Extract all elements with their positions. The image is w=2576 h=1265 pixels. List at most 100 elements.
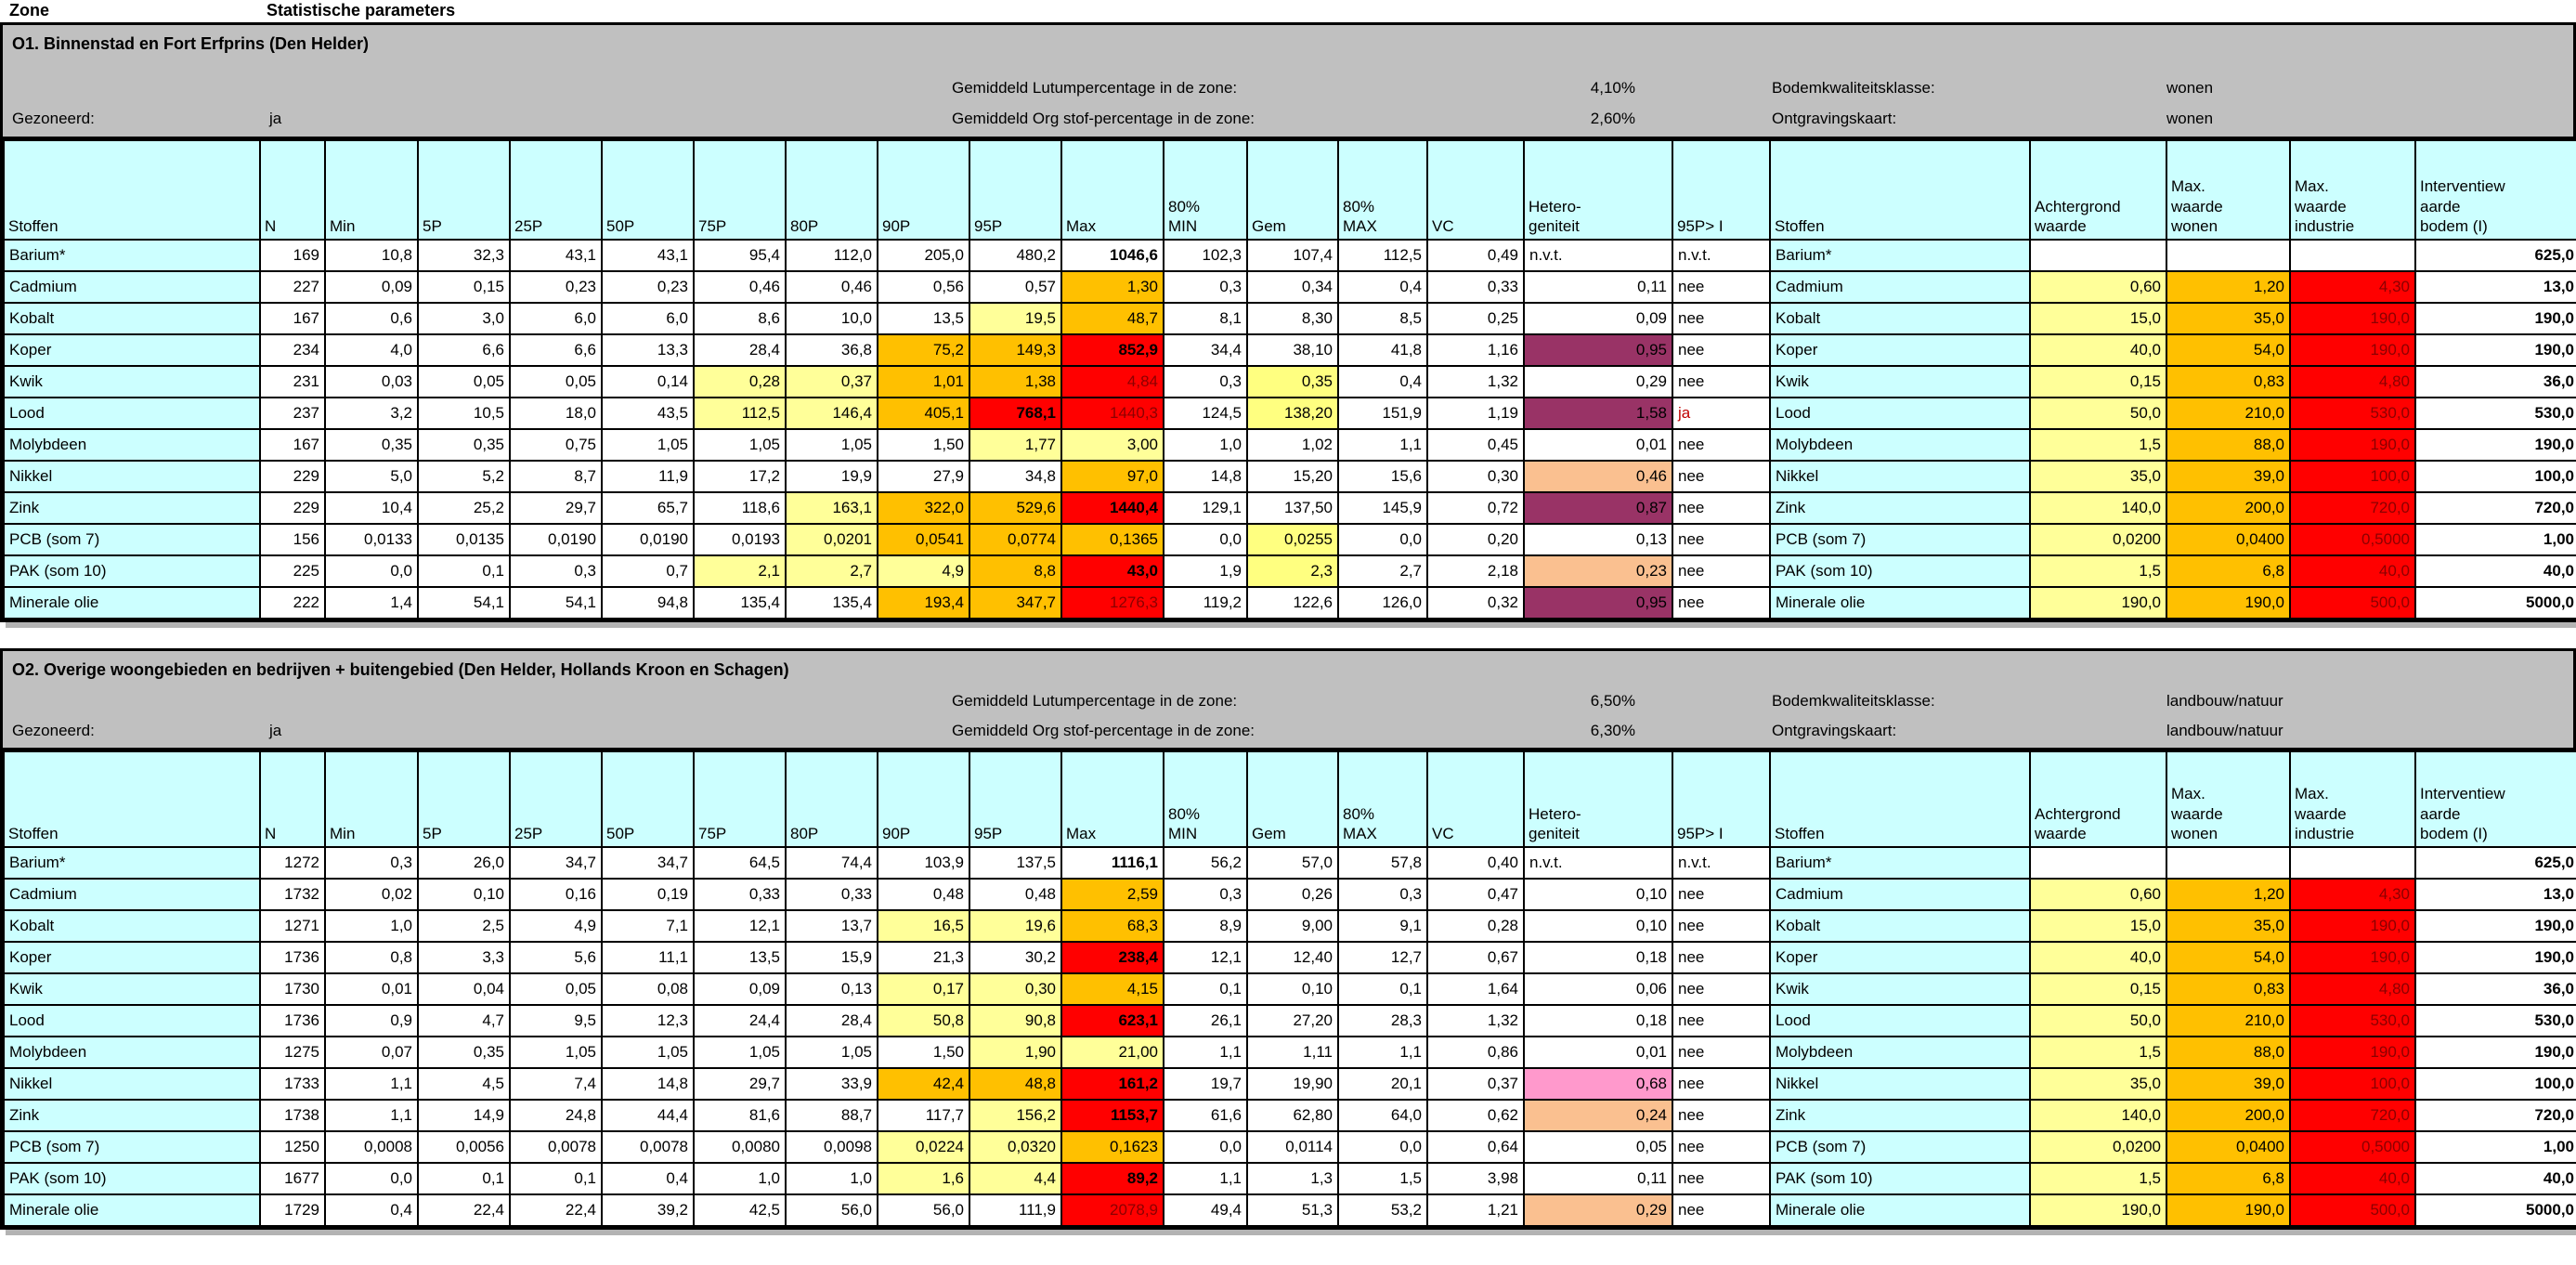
- cell-p75: 1,0: [693, 1162, 787, 1195]
- gezoneerd-label: Gezoneerd:: [12, 722, 95, 739]
- cell-min: 0,0008: [324, 1130, 419, 1164]
- cell-p50: 0,0190: [601, 523, 695, 556]
- cell-n: 1275: [259, 1036, 326, 1069]
- cell-gem: 8,30: [1246, 302, 1339, 335]
- cell-p95-gt-i: nee: [1672, 1036, 1771, 1069]
- cell-p75: 1,05: [693, 428, 787, 462]
- cell-stoffen2: Kobalt: [1769, 909, 2031, 943]
- cell-p50: 0,23: [601, 270, 695, 304]
- cell-max: 1276,3: [1060, 586, 1164, 619]
- cell-p90: 42,4: [877, 1067, 970, 1101]
- cell-p50: 11,9: [601, 460, 695, 493]
- cell-n: 1733: [259, 1067, 326, 1101]
- cell-stoffen: Molybdeen: [3, 428, 261, 462]
- cell-p95-gt-i: ja: [1672, 397, 1771, 430]
- cell-p5: 4,5: [417, 1067, 511, 1101]
- cell-achtergrondwaarde: 35,0: [2029, 1067, 2167, 1101]
- cell-p80: 1,05: [785, 1036, 878, 1069]
- col-header-p75: 75P: [693, 750, 787, 848]
- cell-p95-gt-i: nee: [1672, 270, 1771, 304]
- cell-stoffen: Koper: [3, 941, 261, 974]
- cell-min: 0,9: [324, 1004, 419, 1037]
- zone-o2-info-band: O2. Overige woongebieden en bedrijven + …: [3, 651, 2573, 750]
- cell-interventiewaarde: 625,0: [2414, 239, 2576, 272]
- substance-row: PAK (som 10) 225 0,0 0,1 0,3 0,7 2,1 2,7 4,9 8,8 4…: [3, 554, 2576, 588]
- orgstof-value: 6,30%: [1590, 722, 1635, 739]
- zone-o1-info-band: O1. Binnenstad en Fort Erfprins (Den Hel…: [3, 25, 2573, 139]
- cell-stoffen2: Molybdeen: [1769, 1036, 2031, 1069]
- cell-interventiewaarde: 190,0: [2414, 333, 2576, 367]
- cell-stoffen2: PAK (som 10): [1769, 554, 2031, 588]
- cell-p5: 0,0056: [417, 1130, 511, 1164]
- cell-achtergrondwaarde: 190,0: [2029, 586, 2167, 619]
- cell-stoffen: Minerale olie: [3, 1193, 261, 1227]
- cell-interventiewaarde: 1,00: [2414, 523, 2576, 556]
- cell-stoffen2: PCB (som 7): [1769, 523, 2031, 556]
- cell-min80: 14,8: [1163, 460, 1248, 493]
- cell-vc: 1,64: [1426, 972, 1525, 1006]
- cell-max-waarde-wonen: 200,0: [2166, 1099, 2291, 1132]
- cell-interventiewaarde: 13,0: [2414, 270, 2576, 304]
- gezoneerd-label: Gezoneerd:: [12, 110, 95, 127]
- cell-interventiewaarde: 190,0: [2414, 941, 2576, 974]
- cell-p90: 0,56: [877, 270, 970, 304]
- substance-row: Lood 237 3,2 10,5 18,0 43,5 112,5 146,4 405,1 768…: [3, 397, 2576, 430]
- cell-p50: 34,7: [601, 846, 695, 880]
- cell-achtergrondwaarde: 0,60: [2029, 270, 2167, 304]
- cell-p90: 1,6: [877, 1162, 970, 1195]
- cell-achtergrondwaarde: 50,0: [2029, 397, 2167, 430]
- cell-min: 0,02: [324, 878, 419, 911]
- cell-p50: 44,4: [601, 1099, 695, 1132]
- cell-p80: 15,9: [785, 941, 878, 974]
- cell-p5: 25,2: [417, 491, 511, 525]
- zone-column-label: Zone: [9, 1, 49, 20]
- cell-stoffen2: Cadmium: [1769, 878, 2031, 911]
- cell-vc: 0,86: [1426, 1036, 1525, 1069]
- cell-p80: 1,05: [785, 428, 878, 462]
- cell-p25: 22,4: [509, 1193, 603, 1227]
- cell-max-waarde-industrie: 40,0: [2289, 554, 2416, 588]
- zone-o1-title: O1. Binnenstad en Fort Erfprins (Den Hel…: [12, 34, 370, 53]
- cell-n: 1677: [259, 1162, 326, 1195]
- cell-p95: 149,3: [969, 333, 1062, 367]
- cell-stoffen2: Lood: [1769, 1004, 2031, 1037]
- cell-heterogeniteit: 0,29: [1523, 365, 1673, 398]
- cell-max80: 0,3: [1337, 878, 1428, 911]
- ontgraving-value: wonen: [2166, 110, 2214, 127]
- col-header-n: N: [259, 750, 326, 848]
- cell-p80: 135,4: [785, 586, 878, 619]
- cell-p50: 1,05: [601, 1036, 695, 1069]
- cell-stoffen: Zink: [3, 1099, 261, 1132]
- cell-stoffen: Kobalt: [3, 302, 261, 335]
- cell-max80: 145,9: [1337, 491, 1428, 525]
- cell-p75: 64,5: [693, 846, 787, 880]
- cell-vc: 0,25: [1426, 302, 1525, 335]
- cell-p95-gt-i: nee: [1672, 428, 1771, 462]
- cell-stoffen: Kwik: [3, 365, 261, 398]
- cell-p95-gt-i: nee: [1672, 460, 1771, 493]
- cell-stoffen2: Minerale olie: [1769, 1193, 2031, 1227]
- cell-p50: 65,7: [601, 491, 695, 525]
- col-header-n: N: [259, 139, 326, 241]
- col-header-p95: 95P: [969, 139, 1062, 241]
- cell-achtergrondwaarde: 0,15: [2029, 972, 2167, 1006]
- cell-achtergrondwaarde: 1,5: [2029, 1162, 2167, 1195]
- cell-n: 156: [259, 523, 326, 556]
- cell-p5: 0,15: [417, 270, 511, 304]
- cell-max-waarde-wonen: 54,0: [2166, 941, 2291, 974]
- cell-stoffen2: Koper: [1769, 941, 2031, 974]
- bodemklasse-value: wonen: [2166, 79, 2214, 97]
- cell-p95-gt-i: n.v.t.: [1672, 846, 1771, 880]
- cell-p80: 1,0: [785, 1162, 878, 1195]
- cell-p50: 14,8: [601, 1067, 695, 1101]
- cell-stoffen2: Nikkel: [1769, 1067, 2031, 1101]
- cell-p95: 768,1: [969, 397, 1062, 430]
- cell-p80: 56,0: [785, 1193, 878, 1227]
- col-header-stoffen2: Stoffen: [1769, 139, 2031, 241]
- cell-interventiewaarde: 40,0: [2414, 1162, 2576, 1195]
- cell-max80: 64,0: [1337, 1099, 1428, 1132]
- cell-p95-gt-i: nee: [1672, 1162, 1771, 1195]
- cell-p80: 146,4: [785, 397, 878, 430]
- cell-max80: 1,5: [1337, 1162, 1428, 1195]
- cell-p90: 13,5: [877, 302, 970, 335]
